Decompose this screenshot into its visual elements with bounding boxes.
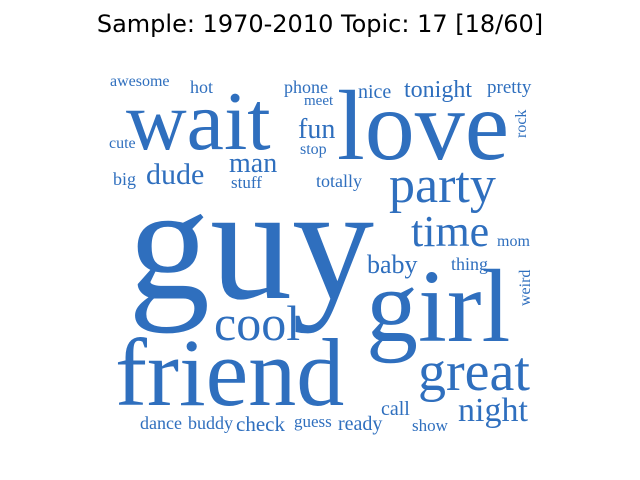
word-nice: nice	[358, 81, 392, 103]
word-big: big	[113, 169, 137, 189]
word-call: call	[381, 398, 410, 420]
word-ready: ready	[338, 413, 383, 435]
word-time: time	[411, 207, 490, 256]
word-man: man	[229, 148, 278, 179]
word-guy: guy	[128, 153, 374, 334]
word-pretty: pretty	[487, 77, 532, 98]
word-dude: dude	[146, 158, 205, 191]
word-awesome: awesome	[110, 73, 170, 90]
word-dance: dance	[140, 413, 182, 433]
word-fun: fun	[298, 114, 336, 145]
word-thing: thing	[451, 254, 489, 274]
word-guess: guess	[294, 412, 332, 431]
word-mom: mom	[497, 233, 530, 250]
word-rock: rock	[513, 109, 530, 138]
word-buddy: buddy	[188, 413, 233, 433]
word-wait: wait	[126, 75, 271, 168]
word-hot: hot	[190, 77, 214, 97]
word-party: party	[389, 157, 496, 214]
word-check: check	[236, 412, 285, 436]
word-meet: meet	[304, 93, 334, 109]
word-cool: cool	[214, 295, 301, 351]
word-night: night	[458, 392, 528, 429]
word-girl: girl	[366, 249, 511, 364]
word-weird: weird	[517, 269, 534, 306]
word-friend: friend	[115, 319, 345, 426]
word-show: show	[412, 416, 448, 435]
word-great: great	[418, 341, 530, 403]
figure-title: Sample: 1970-2010 Topic: 17 [18/60]	[96, 10, 544, 38]
word-love: love	[337, 70, 510, 181]
word-baby: baby	[367, 250, 418, 279]
word-stop: stop	[300, 141, 327, 158]
word-tonight: tonight	[404, 77, 473, 103]
word-phone: phone	[284, 77, 328, 97]
word-stuff: stuff	[231, 173, 262, 192]
word-cute: cute	[109, 135, 136, 152]
word-totally: totally	[316, 171, 362, 191]
